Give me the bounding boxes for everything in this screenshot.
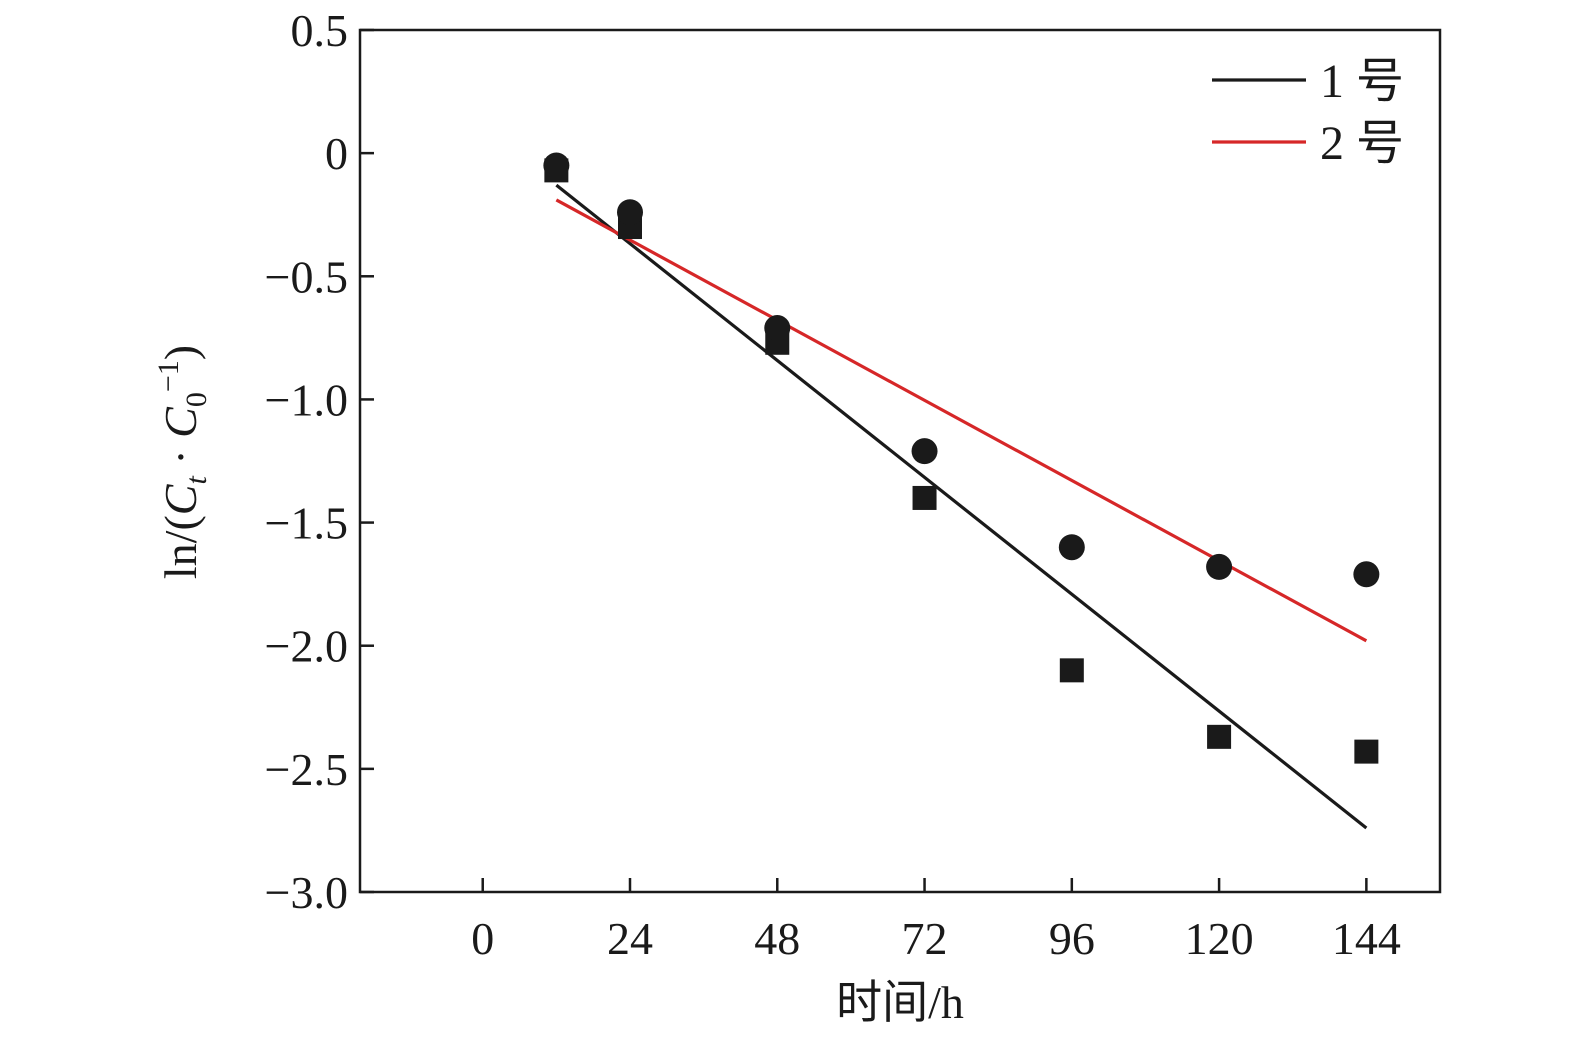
- legend-label-2: 2 号: [1320, 117, 1404, 170]
- x-tick-label: 24: [607, 913, 653, 964]
- y-tick-label: −0.5: [265, 251, 348, 302]
- x-tick-label: 144: [1332, 913, 1401, 964]
- plot-frame: [358, 28, 1442, 894]
- y-tick-label: −1.0: [265, 374, 348, 425]
- square-point: [1354, 739, 1379, 764]
- y-tick-label: −3.0: [265, 867, 348, 918]
- y-axis: 0.5 0 −0.5 −1.0 −1.5 −2.0 −2.5 −3.0: [265, 5, 374, 918]
- y-tick-label: 0.5: [291, 5, 349, 56]
- x-tick-label: 72: [902, 913, 948, 964]
- circle-point: [543, 152, 570, 179]
- legend: 1 号2 号: [1212, 55, 1404, 170]
- x-axis-title: 时间/h: [836, 977, 964, 1028]
- y-tick-label: −2.5: [265, 744, 348, 795]
- legend-label-1: 1 号: [1320, 55, 1404, 108]
- x-tick-label: 120: [1185, 913, 1254, 964]
- circle-point: [617, 199, 643, 226]
- square-point: [1207, 724, 1232, 749]
- circle-point: [1353, 561, 1380, 588]
- y-tick-label: −2.0: [265, 621, 348, 672]
- data-points: [543, 152, 1380, 764]
- fit-lines: [555, 183, 1368, 830]
- fit-line-series-2: [555, 198, 1368, 643]
- x-tick-label: 96: [1049, 913, 1095, 964]
- circle-point: [1206, 553, 1233, 580]
- circle-point: [1058, 534, 1085, 561]
- square-point: [912, 485, 937, 510]
- circle-point: [764, 315, 791, 342]
- x-axis: 0 24 48 72 96 120 144: [471, 878, 1401, 964]
- y-tick-label: −1.5: [265, 498, 348, 549]
- y-tick-label: 0: [325, 128, 348, 179]
- x-tick-label: 48: [754, 913, 800, 964]
- y-axis-title: ln/(Ct · C0−1): [152, 345, 213, 579]
- x-tick-label: 0: [471, 913, 494, 964]
- square-point: [1059, 658, 1084, 683]
- circle-point: [911, 438, 938, 465]
- fit-line-series-1: [555, 183, 1368, 830]
